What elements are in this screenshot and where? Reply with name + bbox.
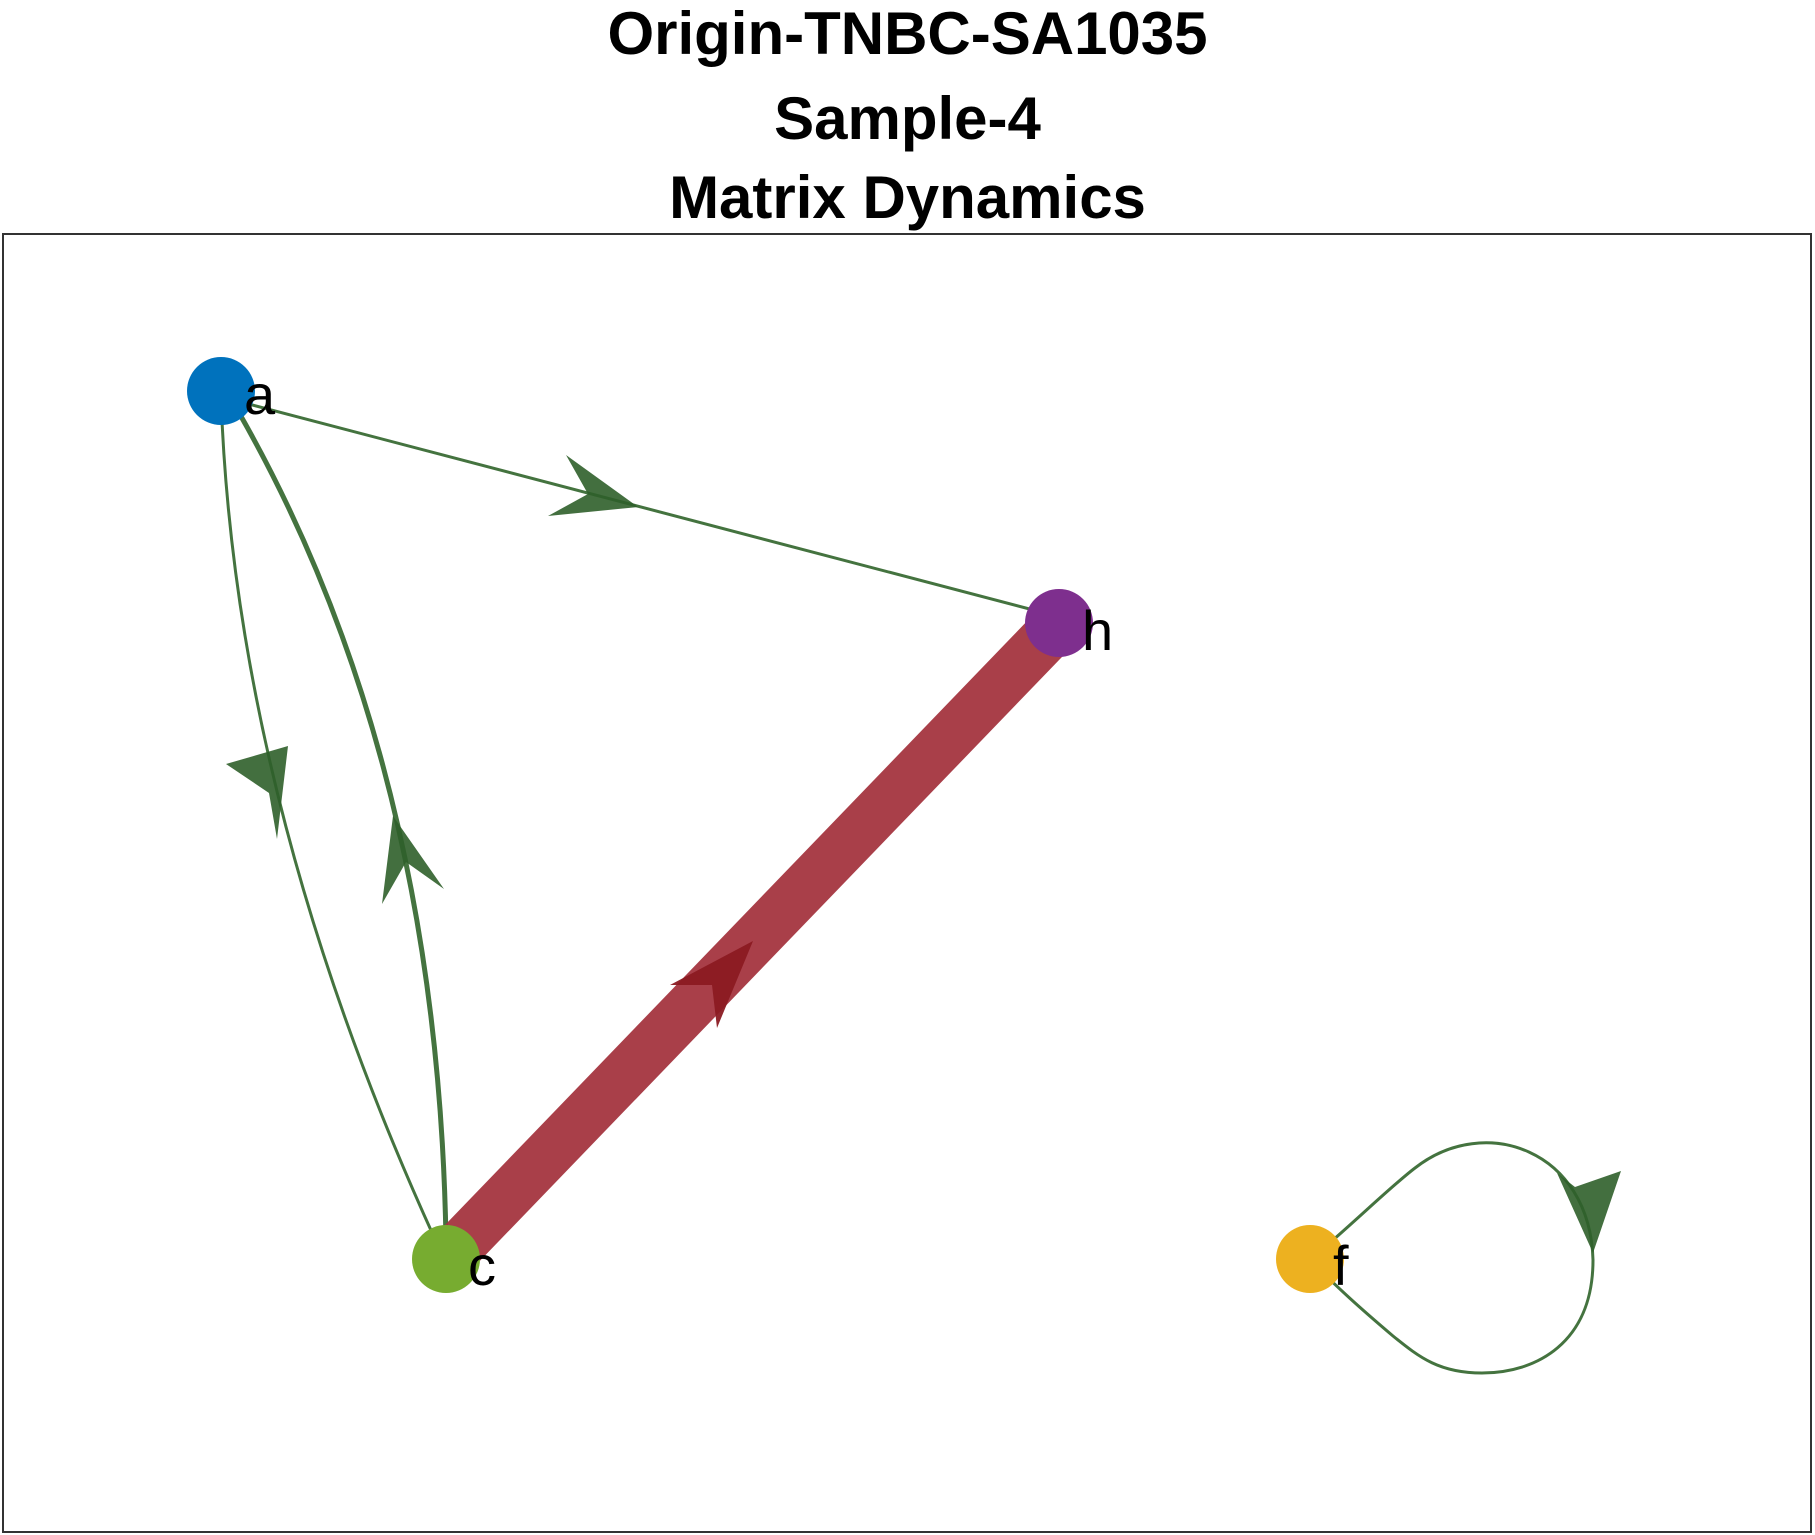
edge-c-to-a-arrowhead	[382, 816, 444, 904]
node-f	[1276, 1225, 1344, 1293]
edge-f-to-f-loop	[1308, 1141, 1595, 1375]
edge-c-to-h-arrowhead	[670, 941, 753, 1028]
figure-title-line-2: Sample-4	[774, 85, 1041, 152]
figure-title-line-3: Matrix Dynamics	[669, 164, 1146, 231]
figure-title-line-1: Origin-TNBC-SA1035	[607, 0, 1208, 67]
node-a	[187, 357, 255, 425]
plot-frame	[2, 233, 1812, 1533]
edge-c-to-h	[428, 605, 1078, 1278]
edge-a-to-h-arrowhead	[548, 455, 638, 516]
node-c	[412, 1225, 480, 1293]
node-a-label: a	[244, 363, 276, 426]
edge-f-to-f-arrowhead	[1557, 1171, 1621, 1253]
edge-a-to-c	[219, 396, 436, 1238]
edge-c-to-a	[235, 409, 449, 1242]
node-h-label: h	[1082, 599, 1113, 662]
edge-a-to-c-arrowhead	[226, 746, 288, 839]
node-c-label: c	[468, 1234, 496, 1297]
node-h	[1025, 589, 1093, 657]
edge-a-to-h	[221, 395, 1061, 619]
node-f-label: f	[1333, 1234, 1349, 1297]
